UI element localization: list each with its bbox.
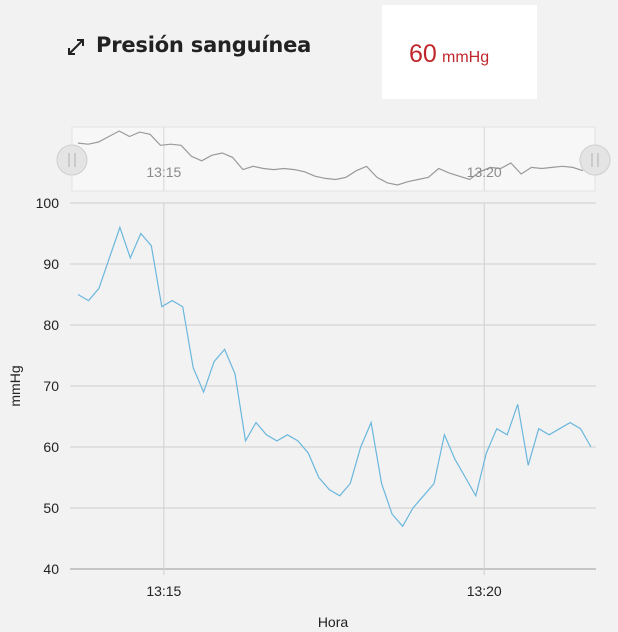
series-line <box>77 225 592 528</box>
expand-icon[interactable] <box>66 37 86 57</box>
y-tick-label: 60 <box>43 439 59 455</box>
data-point[interactable] <box>338 494 342 498</box>
data-point[interactable] <box>275 439 279 443</box>
data-point[interactable] <box>516 402 520 406</box>
navigator-tick-label: 13:15 <box>146 164 181 180</box>
data-point[interactable] <box>296 439 300 443</box>
data-point[interactable] <box>254 421 258 425</box>
data-point[interactable] <box>453 457 457 461</box>
data-point[interactable] <box>76 293 80 297</box>
x-axis-label: Hora <box>318 614 349 630</box>
data-point[interactable] <box>558 427 562 431</box>
data-point[interactable] <box>107 256 111 260</box>
data-point[interactable] <box>149 244 153 248</box>
data-point[interactable] <box>442 433 446 437</box>
data-point[interactable] <box>568 421 572 425</box>
data-point[interactable] <box>484 451 488 455</box>
data-point[interactable] <box>432 482 436 486</box>
data-point[interactable] <box>421 494 425 498</box>
y-tick-label: 40 <box>43 561 59 577</box>
data-point[interactable] <box>128 256 132 260</box>
data-point[interactable] <box>86 299 90 303</box>
data-point[interactable] <box>589 445 593 449</box>
navigator-series-line <box>77 130 584 186</box>
data-point[interactable] <box>264 433 268 437</box>
data-point[interactable] <box>317 476 321 480</box>
y-axis-label: mmHg <box>7 365 23 406</box>
x-axis: 13:15 13:20 <box>146 583 502 599</box>
y-tick-label: 90 <box>43 256 59 272</box>
data-point[interactable] <box>170 299 174 303</box>
current-value-card: 60 mmHg <box>382 5 537 99</box>
data-point[interactable] <box>474 494 478 498</box>
data-point[interactable] <box>579 427 583 431</box>
data-point[interactable] <box>244 439 248 443</box>
data-point[interactable] <box>495 427 499 431</box>
y-tick-label: 50 <box>43 500 59 516</box>
data-point[interactable] <box>401 524 405 528</box>
data-point[interactable] <box>327 488 331 492</box>
data-point[interactable] <box>526 463 530 467</box>
data-point[interactable] <box>306 451 310 455</box>
navigator-handle-left[interactable] <box>56 144 88 176</box>
current-value-unit: mmHg <box>442 49 490 66</box>
page-title: Presión sanguínea <box>96 33 312 57</box>
data-point[interactable] <box>463 476 467 480</box>
data-point[interactable] <box>212 360 216 364</box>
data-point[interactable] <box>139 232 143 236</box>
y-axis: 40 50 60 70 80 90 100 <box>36 195 60 577</box>
y-tick-label: 100 <box>36 195 60 211</box>
current-value: 60 <box>409 40 437 68</box>
y-tick-label: 80 <box>43 317 59 333</box>
x-tick-label: 13:15 <box>146 583 181 599</box>
data-point[interactable] <box>202 390 206 394</box>
navigator-window <box>71 126 596 192</box>
x-tick-label: 13:20 <box>467 583 502 599</box>
data-point[interactable] <box>547 433 551 437</box>
y-tick-label: 70 <box>43 378 59 394</box>
navigator-tick-label: 13:20 <box>467 164 502 180</box>
data-point[interactable] <box>223 347 227 351</box>
data-point[interactable] <box>191 366 195 370</box>
data-point[interactable] <box>537 427 541 431</box>
data-point[interactable] <box>411 506 415 510</box>
data-point[interactable] <box>348 482 352 486</box>
data-point[interactable] <box>390 512 394 516</box>
data-point[interactable] <box>369 421 373 425</box>
data-point[interactable] <box>359 445 363 449</box>
chart-header: Presión sanguínea 60 mmHg <box>0 0 618 110</box>
data-point[interactable] <box>380 482 384 486</box>
gridlines <box>70 202 596 575</box>
navigator[interactable]: 13:15 13:20 <box>56 126 611 192</box>
data-point[interactable] <box>118 225 122 229</box>
data-point[interactable] <box>181 305 185 309</box>
navigator-handle-right[interactable] <box>579 144 611 176</box>
series-points <box>76 225 593 528</box>
data-point[interactable] <box>160 305 164 309</box>
data-point[interactable] <box>285 433 289 437</box>
data-point[interactable] <box>97 286 101 290</box>
data-point[interactable] <box>505 433 509 437</box>
data-point[interactable] <box>233 372 237 376</box>
